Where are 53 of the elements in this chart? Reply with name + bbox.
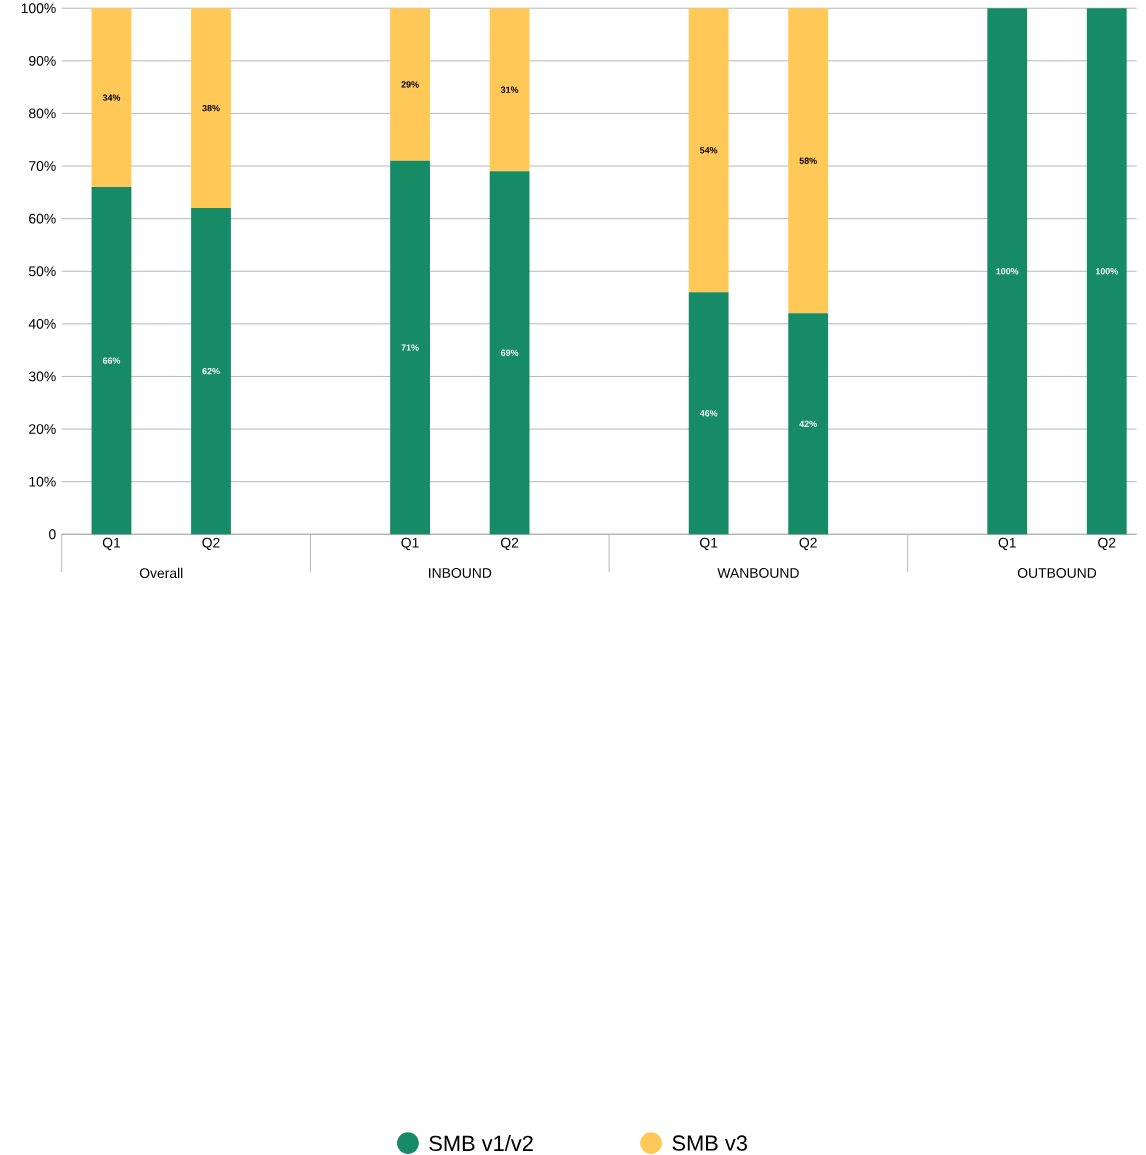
data-label: 66% <box>102 357 120 364</box>
bar <box>190 8 231 209</box>
legend-label: SMB v1/v2 <box>429 1135 533 1152</box>
text: OUTBOUND <box>1017 568 1096 578</box>
data-label: 31% <box>500 86 519 93</box>
data-label: 46% <box>699 410 718 417</box>
data-label: 71% <box>401 344 419 351</box>
y-tick-label: 60% <box>28 213 56 224</box>
bar <box>489 171 530 535</box>
text: Overall <box>139 567 183 579</box>
bar <box>91 187 132 535</box>
data-label: 54% <box>699 147 718 154</box>
y-tick-label: 80% <box>28 108 56 119</box>
x-tick-label: Q2 <box>799 537 817 551</box>
bar <box>389 8 430 161</box>
data-label: 29% <box>401 81 419 88</box>
x-tick-label: Q2 <box>202 537 220 551</box>
data-label: 100% <box>1095 268 1118 275</box>
data-label: 62% <box>202 368 220 375</box>
x-tick-label: Q1 <box>998 537 1016 551</box>
y-tick-label: 20% <box>28 424 56 434</box>
text: WANBOUND <box>717 568 799 578</box>
bar <box>987 8 1027 535</box>
bar <box>389 160 430 535</box>
data-label: 58% <box>799 157 817 164</box>
bar <box>688 8 729 293</box>
bar <box>788 313 828 535</box>
y-tick-label: 50% <box>28 266 56 277</box>
y-tick-label: 30% <box>28 371 56 382</box>
bar <box>91 8 132 188</box>
data-label: 42% <box>799 420 817 427</box>
y-tick-label: 90% <box>28 55 56 66</box>
data-label: 100% <box>996 268 1019 275</box>
y-tick-label: 70% <box>28 161 56 171</box>
x-tick-label: Q1 <box>699 537 718 551</box>
data-label: 69% <box>500 349 519 356</box>
bar <box>1086 8 1127 535</box>
bar <box>788 8 828 314</box>
y-tick-label: 40% <box>28 318 56 329</box>
bar <box>489 8 530 172</box>
x-tick-label: Q1 <box>401 537 419 551</box>
y-tick-label: 0 <box>48 529 56 540</box>
legend-label: SMB v3 <box>672 1135 747 1151</box>
x-tick-label: Q2 <box>1097 537 1116 551</box>
x-tick-label: Q2 <box>500 537 518 551</box>
data-label: 38% <box>202 104 220 112</box>
bar <box>190 208 231 535</box>
y-tick-label: 100% <box>21 3 56 14</box>
y-tick-label: 10% <box>29 476 56 487</box>
bar <box>688 292 729 535</box>
data-label: 34% <box>102 94 120 101</box>
text: INBOUND <box>428 568 492 578</box>
x-tick-label: Q1 <box>102 537 120 551</box>
